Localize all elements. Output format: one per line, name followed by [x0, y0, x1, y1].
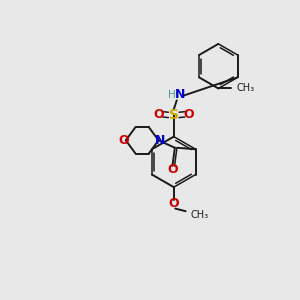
Text: O: O: [154, 108, 164, 121]
Text: N: N: [175, 88, 185, 101]
Text: S: S: [169, 108, 179, 122]
Text: CH₃: CH₃: [236, 83, 254, 94]
Text: O: O: [169, 197, 179, 210]
Text: O: O: [167, 163, 178, 176]
Text: H: H: [168, 90, 176, 100]
Text: N: N: [155, 134, 166, 147]
Text: O: O: [119, 134, 129, 147]
Text: CH₃: CH₃: [190, 210, 208, 220]
Text: O: O: [183, 108, 194, 121]
